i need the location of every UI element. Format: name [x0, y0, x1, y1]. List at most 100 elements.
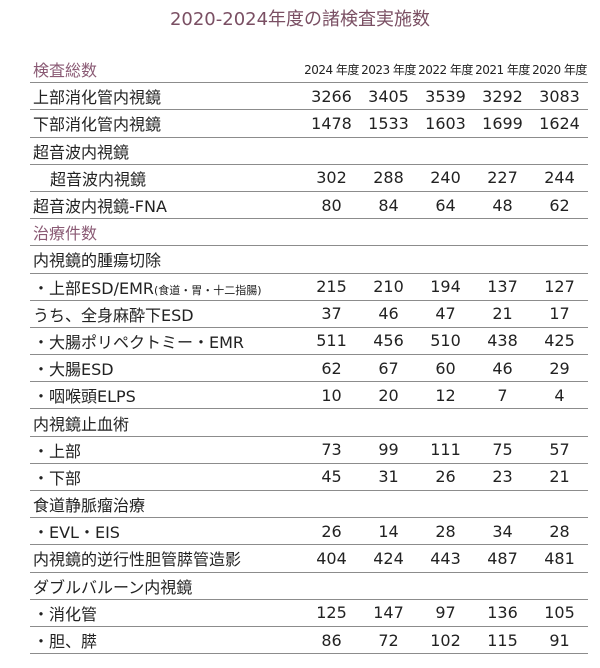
value-cell: 57: [531, 436, 588, 464]
row-label-text: ・消化管: [33, 604, 98, 624]
value-cell: 111: [417, 436, 474, 464]
row-label-text: ・胆、膵: [33, 632, 98, 652]
value-cell: 487: [474, 544, 531, 573]
value-cell: 510: [417, 327, 474, 356]
year-header: 2021 年度: [474, 56, 531, 84]
value-cell: [303, 245, 360, 274]
section-heading: 治療件数: [30, 218, 303, 247]
value-cell: 73: [303, 436, 360, 464]
value-cell: [531, 408, 588, 437]
row-label: ・大腸ポリペクトミー・EMR: [30, 327, 303, 356]
value-cell: [474, 218, 531, 247]
value-cell: [360, 245, 417, 274]
row-label-text: ・大腸ポリペクトミー・EMR: [33, 332, 245, 352]
value-cell: 97: [417, 599, 474, 627]
table-row: 内視鏡的腫瘍切除: [30, 245, 588, 274]
year-header: 2020 年度: [531, 56, 588, 84]
value-cell: [360, 490, 417, 519]
year-header: 2024 年度: [303, 56, 360, 84]
value-cell: [417, 572, 474, 600]
value-cell: 147: [360, 599, 417, 627]
value-cell: 34: [474, 517, 531, 546]
value-cell: 46: [360, 300, 417, 328]
row-label: 上部消化管内視鏡: [30, 82, 303, 111]
row-label: ・消化管: [30, 599, 303, 627]
page-title: 2020-2024年度の諸検査実施数: [169, 9, 431, 30]
value-cell: 3539: [417, 82, 474, 111]
value-cell: 23: [474, 463, 531, 492]
value-cell: [474, 245, 531, 274]
row-label: ・胆、膵: [30, 626, 303, 655]
value-cell: [531, 218, 588, 247]
value-cell: 48: [474, 191, 531, 220]
table-row: 内視鏡的逆行性胆管膵管造影 404 424 443 487 481: [30, 544, 588, 573]
value-cell: 86: [303, 626, 360, 655]
value-cell: [474, 408, 531, 437]
value-cell: 72: [360, 626, 417, 655]
row-label-text: ・大腸ESD: [33, 360, 114, 380]
row-label: 内視鏡的逆行性胆管膵管造影: [30, 544, 303, 573]
value-cell: [531, 137, 588, 165]
value-cell: [417, 490, 474, 519]
value-cell: [360, 572, 417, 600]
table-row: 超音波内視鏡: [30, 137, 588, 165]
value-cell: 14: [360, 517, 417, 546]
value-cell: 46: [474, 354, 531, 383]
table-header-row: 検査総数 2024 年度 2023 年度 2022 年度 2021 年度 202…: [30, 56, 588, 84]
value-cell: 240: [417, 164, 474, 192]
year-header: 2023 年度: [360, 56, 417, 84]
row-label-text: ・上部ESD/EMR: [33, 278, 155, 298]
value-cell: 10: [303, 381, 360, 410]
row-label: ・上部ESD/EMR(食道・胃・十二指腸): [30, 273, 303, 301]
table-row: ・下部 45 31 26 23 21: [30, 463, 588, 492]
table-row: 超音波内視鏡-FNA 80 84 64 48 62: [30, 191, 588, 220]
value-cell: 20: [360, 381, 417, 410]
row-label: ダブルバルーン内視鏡: [30, 572, 303, 600]
value-cell: [360, 408, 417, 437]
value-cell: [360, 137, 417, 165]
value-cell: 115: [474, 626, 531, 655]
value-cell: 1478: [303, 109, 360, 138]
value-cell: 425: [531, 327, 588, 356]
value-cell: 28: [417, 517, 474, 546]
value-cell: [531, 490, 588, 519]
table-row: ・大腸ポリペクトミー・EMR 511 456 510 438 425: [30, 327, 588, 356]
value-cell: [531, 572, 588, 600]
value-cell: 302: [303, 164, 360, 192]
table-row: 上部消化管内視鏡 3266 3405 3539 3292 3083: [30, 82, 588, 111]
value-cell: 47: [417, 300, 474, 328]
row-label: ・下部: [30, 463, 303, 492]
value-cell: 12: [417, 381, 474, 410]
row-label: ・咽喉頭ELPS: [30, 381, 303, 410]
table-row: ダブルバルーン内視鏡: [30, 572, 588, 600]
value-cell: 37: [303, 300, 360, 328]
value-cell: 29: [531, 354, 588, 383]
value-cell: 288: [360, 164, 417, 192]
value-cell: 7: [474, 381, 531, 410]
row-label: うち、全身麻酔下ESD: [30, 300, 303, 328]
value-cell: 45: [303, 463, 360, 492]
row-label-suffix: (食道・胃・十二指腸): [154, 283, 262, 297]
row-label: 食道静脈瘤治療: [30, 490, 303, 519]
exam-count-table: 検査総数 2024 年度 2023 年度 2022 年度 2021 年度 202…: [30, 56, 588, 655]
row-label-text: ダブルバルーン内視鏡: [33, 577, 193, 597]
value-cell: 102: [417, 626, 474, 655]
value-cell: 404: [303, 544, 360, 573]
table-row: ・上部ESD/EMR(食道・胃・十二指腸) 215 210 194 137 127: [30, 273, 588, 301]
value-cell: 1699: [474, 109, 531, 138]
row-label: ・EVL・EIS: [30, 517, 303, 546]
row-label-text: うち、全身麻酔下ESD: [33, 305, 194, 325]
value-cell: [303, 490, 360, 519]
value-cell: 136: [474, 599, 531, 627]
table-row: うち、全身麻酔下ESD 37 46 47 21 17: [30, 300, 588, 328]
value-cell: [360, 218, 417, 247]
value-cell: [303, 408, 360, 437]
value-cell: 137: [474, 273, 531, 301]
value-cell: 84: [360, 191, 417, 220]
value-cell: 1624: [531, 109, 588, 138]
row-label-text: ・下部: [33, 468, 82, 488]
value-cell: 456: [360, 327, 417, 356]
value-cell: 21: [474, 300, 531, 328]
table-row: ・EVL・EIS 26 14 28 34 28: [30, 517, 588, 546]
value-cell: 67: [360, 354, 417, 383]
